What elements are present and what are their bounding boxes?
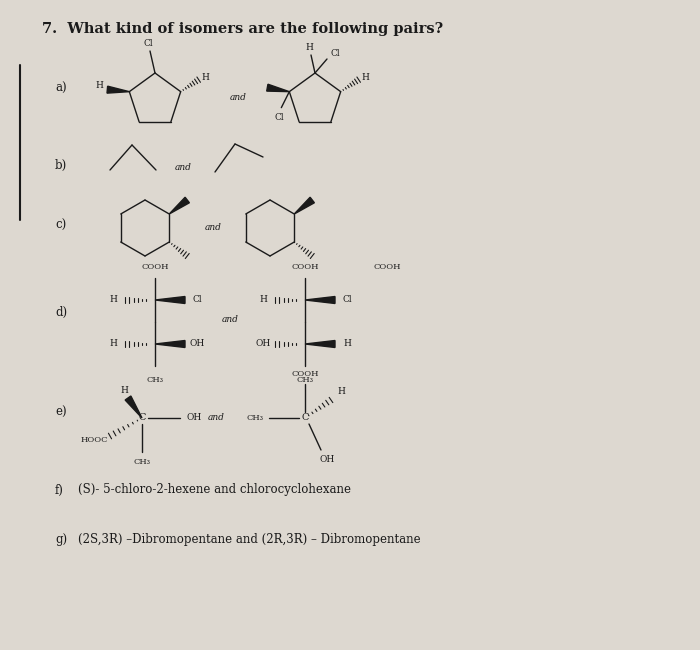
Text: e): e) [55,406,66,419]
Text: COOH: COOH [373,263,400,271]
Text: CH₃: CH₃ [134,458,150,466]
Polygon shape [267,84,289,92]
Polygon shape [305,341,335,348]
Text: (S)- 5-chloro-2-hexene and chlorocyclohexane: (S)- 5-chloro-2-hexene and chlorocyclohe… [78,484,351,497]
Text: and: and [230,94,247,103]
Text: COOH: COOH [291,263,318,271]
Text: Cl: Cl [330,49,340,57]
Text: C: C [301,413,309,423]
Text: COOH: COOH [291,370,318,378]
Text: f): f) [55,484,64,497]
Text: and: and [208,413,225,423]
Text: HOOC: HOOC [80,436,108,444]
Text: CH₃: CH₃ [297,376,314,384]
Text: c): c) [55,218,66,231]
Text: H: H [343,339,351,348]
Text: C: C [139,413,146,423]
Text: H: H [95,81,104,90]
Text: 7.  What kind of isomers are the following pairs?: 7. What kind of isomers are the followin… [42,22,443,36]
Text: Cl: Cl [193,296,202,304]
Text: H: H [109,339,117,348]
Text: a): a) [55,81,66,94]
Text: OH: OH [190,339,204,348]
Text: H: H [362,73,370,82]
Text: and: and [222,315,239,324]
Polygon shape [125,396,142,418]
Text: OH: OH [186,413,202,423]
Text: COOH: COOH [141,263,169,271]
Polygon shape [305,296,335,304]
Text: H: H [337,387,345,396]
Text: OH: OH [319,456,335,465]
Polygon shape [155,296,185,304]
Text: H: H [259,296,267,304]
Text: OH: OH [256,339,271,348]
Text: H: H [305,42,313,51]
Text: b): b) [55,159,67,172]
Text: and: and [175,162,192,172]
Text: and: and [205,224,222,233]
Text: CH₃: CH₃ [146,376,164,384]
Text: H: H [109,296,117,304]
Polygon shape [107,86,130,93]
Polygon shape [294,197,314,214]
Text: CH₃: CH₃ [246,414,263,422]
Polygon shape [169,197,190,214]
Text: Cl: Cl [274,113,284,122]
Text: d): d) [55,306,67,318]
Text: Cl: Cl [342,296,352,304]
Text: Cl: Cl [144,38,153,47]
Text: g): g) [55,534,67,547]
Text: (2S,3R) –Dibromopentane and (2R,3R) – Dibromopentane: (2S,3R) –Dibromopentane and (2R,3R) – Di… [78,534,421,547]
Text: H: H [120,385,128,395]
Polygon shape [155,341,185,348]
Text: H: H [202,73,209,82]
